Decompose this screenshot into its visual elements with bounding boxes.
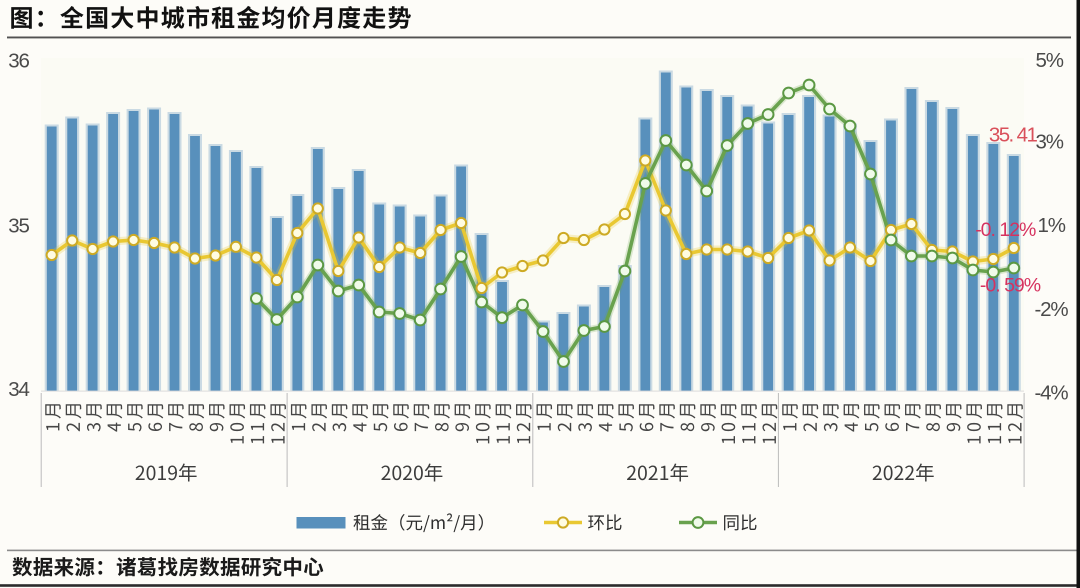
svg-text:-4%: -4% — [1035, 382, 1069, 405]
svg-text:3%: 3% — [1036, 131, 1064, 154]
svg-text:34: 34 — [8, 378, 29, 401]
svg-text:-2%: -2% — [1035, 298, 1069, 321]
svg-text:-0. 12%: -0. 12% — [975, 219, 1036, 241]
svg-text:-0. 59%: -0. 59% — [980, 275, 1041, 297]
svg-text:1%: 1% — [1038, 214, 1066, 237]
svg-text:36: 36 — [8, 50, 29, 73]
svg-text:35: 35 — [8, 215, 29, 238]
svg-text:5%: 5% — [1036, 49, 1064, 72]
svg-text:35. 41: 35. 41 — [989, 124, 1038, 147]
